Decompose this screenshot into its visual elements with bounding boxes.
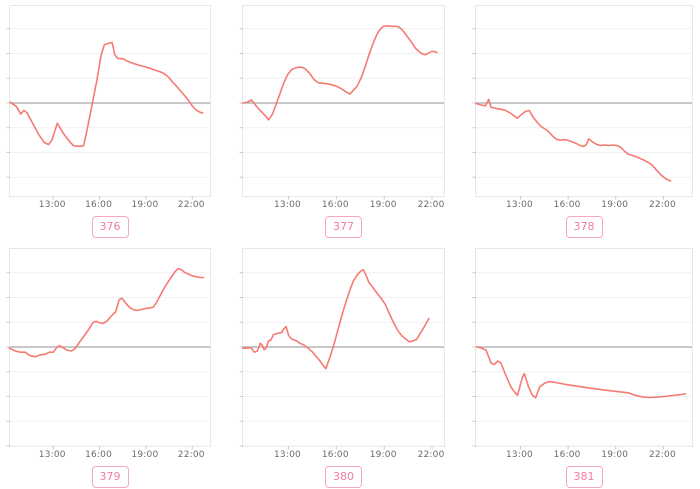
chart-canvas[interactable]: [6, 249, 210, 450]
chart-line: [476, 346, 687, 399]
chart-badge-378[interactable]: 378: [565, 216, 603, 238]
x-axis-tick-label: 19:00: [131, 200, 159, 210]
x-axis-labels-381: 13:00 16:00 19:00 22:00: [475, 447, 693, 463]
x-axis-tick-label: 19:00: [131, 450, 159, 460]
x-axis-tick-label: 16:00: [553, 450, 581, 460]
badge-row-376: 376: [9, 215, 211, 238]
chart-badge-376[interactable]: 376: [91, 216, 129, 238]
x-axis-tick-label: 13:00: [506, 450, 533, 460]
x-axis-tick-label: 22:00: [648, 200, 676, 210]
x-axis-labels-379: 13:00 16:00 19:00 22:00: [9, 447, 211, 463]
x-axis-tick-label: 13:00: [506, 200, 533, 210]
chart-line: [242, 24, 438, 121]
chart-cell-381: 13:00 16:00 19:00 22:00 381: [472, 248, 693, 488]
badge-row-381: 381: [475, 465, 693, 488]
x-axis-tick-label: 22:00: [417, 200, 445, 210]
x-axis-labels-378: 13:00 16:00 19:00 22:00: [475, 197, 693, 213]
chart-line: [9, 41, 204, 148]
x-axis-tick-label: 19:00: [601, 450, 629, 460]
x-axis-tick-label: 19:00: [369, 200, 397, 210]
chart-cell-379: 13:00 16:00 19:00 22:00 379: [6, 248, 211, 488]
chart-plot-377[interactable]: [239, 5, 445, 200]
x-axis-tick-label: 19:00: [369, 450, 397, 460]
x-axis-tick-label: 16:00: [321, 200, 349, 210]
chart-badge-381[interactable]: 381: [565, 466, 603, 488]
x-axis-tick-label: 16:00: [553, 200, 581, 210]
x-axis-tick-label: 22:00: [648, 450, 676, 460]
x-axis-tick-label: 16:00: [85, 200, 113, 210]
badge-row-377: 377: [242, 215, 445, 238]
chart-plot-380[interactable]: [239, 248, 445, 450]
badge-row-380: 380: [242, 465, 445, 488]
badge-row-378: 378: [475, 215, 693, 238]
chart-plot-378[interactable]: [472, 5, 693, 200]
x-axis-tick-label: 13:00: [273, 450, 301, 460]
x-axis-labels-377: 13:00 16:00 19:00 22:00: [242, 197, 445, 213]
x-axis-tick-label: 22:00: [177, 450, 205, 460]
chart-cell-378: 13:00 16:00 19:00 22:00 378: [472, 5, 693, 238]
x-axis-tick-label: 13:00: [38, 450, 66, 460]
chart-badge-377[interactable]: 377: [325, 216, 362, 238]
x-axis-labels-376: 13:00 16:00 19:00 22:00: [9, 197, 211, 213]
chart-line: [241, 268, 430, 370]
x-axis-tick-label: 19:00: [601, 200, 629, 210]
x-axis-tick-label: 22:00: [177, 200, 205, 210]
badge-row-379: 379: [9, 465, 211, 488]
chart-badge-379[interactable]: 379: [91, 466, 129, 488]
chart-plot-376[interactable]: [6, 5, 211, 200]
chart-canvas[interactable]: [472, 249, 692, 450]
x-axis-tick-label: 13:00: [38, 200, 66, 210]
chart-badge-380[interactable]: 380: [325, 466, 362, 488]
chart-cell-380: 13:00 16:00 19:00 22:00 380: [239, 248, 445, 488]
chart-line: [8, 267, 205, 358]
chart-line: [475, 98, 672, 182]
x-axis-tick-label: 16:00: [85, 450, 113, 460]
chart-canvas[interactable]: [472, 6, 692, 200]
x-axis-tick-label: 16:00: [321, 450, 349, 460]
chart-canvas[interactable]: [6, 6, 210, 200]
x-axis-tick-label: 22:00: [417, 450, 445, 460]
x-axis-tick-label: 13:00: [273, 200, 301, 210]
x-axis-labels-380: 13:00 16:00 19:00 22:00: [242, 447, 445, 463]
chart-cell-376: 13:00 16:00 19:00 22:00 376: [6, 5, 211, 238]
chart-canvas[interactable]: [239, 249, 444, 450]
chart-canvas[interactable]: [239, 6, 444, 200]
chart-cell-377: 13:00 16:00 19:00 22:00 377: [239, 5, 445, 238]
chart-plot-381[interactable]: [472, 248, 693, 450]
chart-plot-379[interactable]: [6, 248, 211, 450]
